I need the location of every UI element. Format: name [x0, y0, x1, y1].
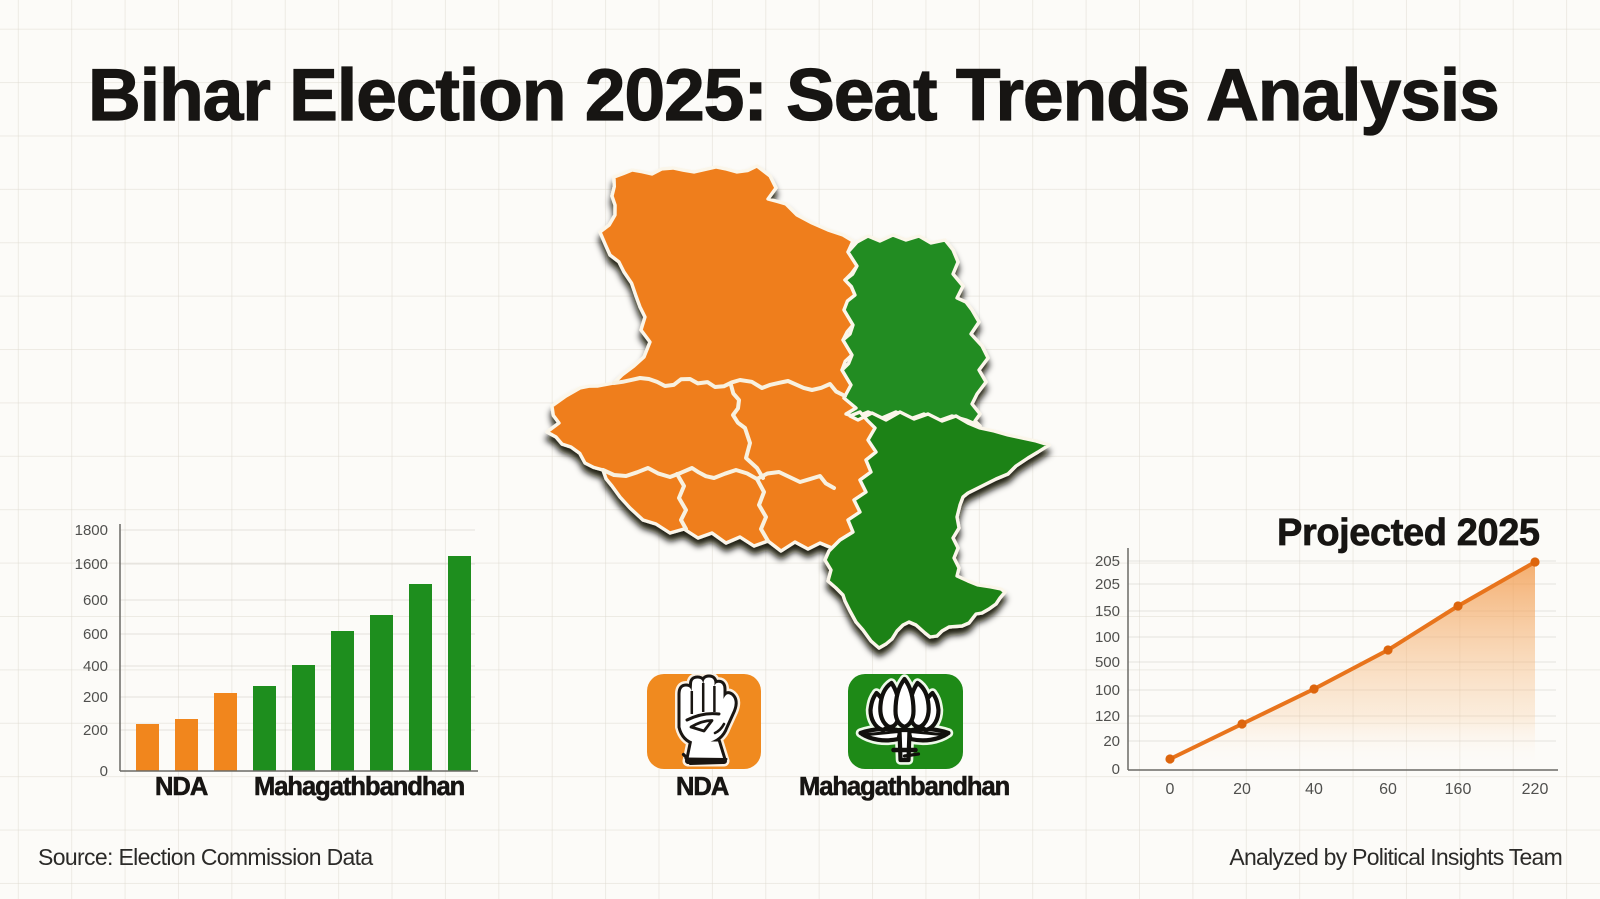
svg-text:400: 400: [83, 658, 108, 675]
svg-text:0: 0: [1166, 781, 1175, 798]
svg-text:120: 120: [1095, 708, 1120, 725]
svg-text:100: 100: [1095, 629, 1120, 646]
svg-text:60: 60: [1379, 781, 1397, 798]
svg-text:220: 220: [1522, 781, 1549, 798]
svg-text:40: 40: [1305, 781, 1323, 798]
svg-text:600: 600: [83, 592, 108, 609]
svg-text:150: 150: [1095, 603, 1120, 620]
svg-text:600: 600: [83, 626, 108, 643]
svg-text:100: 100: [1095, 682, 1120, 699]
svg-text:0: 0: [100, 763, 108, 780]
svg-text:500: 500: [1095, 654, 1120, 671]
svg-text:200: 200: [83, 722, 108, 739]
svg-text:20: 20: [1233, 781, 1251, 798]
svg-text:1600: 1600: [75, 556, 108, 573]
svg-text:160: 160: [1445, 781, 1472, 798]
svg-text:20: 20: [1103, 733, 1120, 750]
svg-text:205: 205: [1095, 553, 1120, 570]
svg-text:1800: 1800: [75, 522, 108, 539]
svg-text:200: 200: [83, 689, 108, 706]
svg-text:205: 205: [1095, 576, 1120, 593]
svg-text:0: 0: [1112, 761, 1120, 778]
